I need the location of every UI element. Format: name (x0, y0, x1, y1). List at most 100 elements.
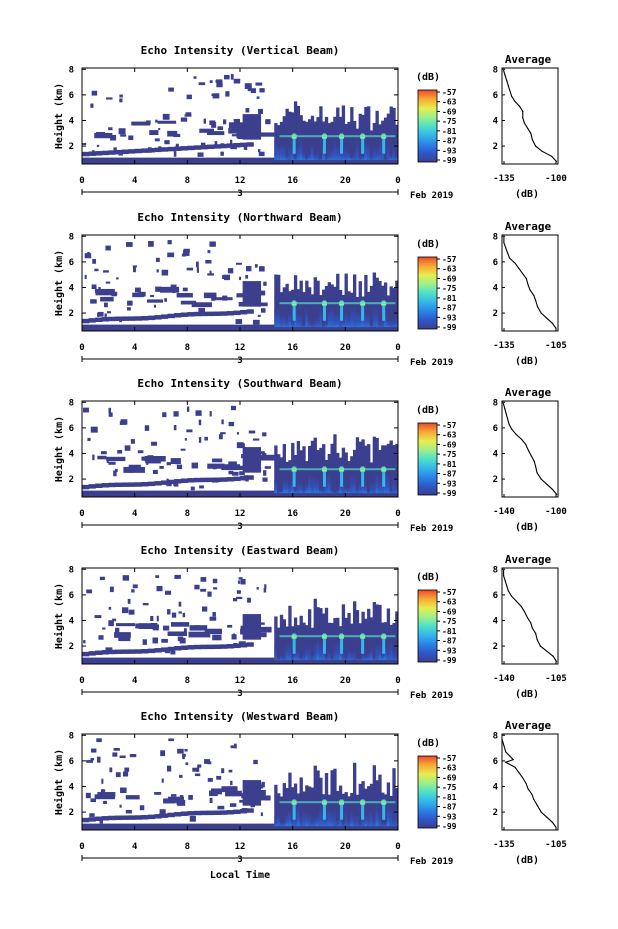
heatmap-cell (288, 643, 292, 661)
heatmap-cell (82, 318, 90, 324)
heatmap-cell (209, 241, 216, 247)
heatmap-cell (369, 617, 374, 664)
x-tick-label: 16 (287, 676, 298, 686)
x-tick-label: 12 (235, 343, 246, 353)
profile-frame (501, 234, 559, 332)
heatmap-cell (229, 139, 233, 145)
heatmap-cell (316, 814, 320, 827)
heatmap-cell (228, 421, 235, 427)
colorbar-tick-label: -63 (442, 764, 457, 773)
colorbar-tick-label: -99 (442, 489, 457, 498)
heatmap-cell (220, 432, 226, 435)
profile-point (529, 289, 531, 291)
heatmap-cell (141, 482, 149, 487)
heatmap-cell (125, 795, 140, 800)
heatmap-cell (225, 91, 230, 97)
heatmap-cell (319, 777, 323, 830)
heatmap-cell (98, 635, 104, 640)
heatmap-cell (90, 748, 97, 753)
heatmap-area (82, 73, 399, 164)
x-tick-label: 12 (235, 842, 246, 852)
profile-point (501, 738, 503, 740)
heatmap-cell (154, 814, 162, 819)
y-axis-label: Height (km) (53, 416, 65, 482)
heatmap-cell (327, 808, 331, 827)
heatmap-cell (375, 473, 379, 494)
profile-y-tick-label: 4 (493, 449, 499, 459)
heatmap-cell (299, 777, 303, 830)
heatmap-cell (279, 302, 396, 305)
colorbar-tick-label: -99 (442, 323, 457, 332)
date-label: Feb 2019 (410, 358, 453, 368)
heatmap-cell (305, 121, 309, 164)
heatmap-cell (369, 462, 374, 497)
profile-y-tick-label: 4 (493, 283, 499, 293)
heatmap-cell (171, 612, 177, 618)
heatmap-cell (305, 811, 309, 827)
heatmap-cell (333, 643, 337, 661)
heatmap-cell (252, 438, 260, 441)
heatmap-cell (209, 270, 212, 274)
heatmap-cell (170, 458, 181, 465)
y-tick-label: 6 (69, 424, 74, 434)
heatmap-cell (392, 813, 396, 827)
heatmap-cell (336, 452, 340, 497)
heatmap-cell (358, 113, 362, 164)
heatmap-cell (108, 461, 116, 465)
heatmap-cell (233, 743, 237, 749)
heatmap-cell (108, 606, 112, 610)
colorbar-tick-label: -99 (442, 656, 457, 665)
heatmap-cell (330, 443, 334, 497)
heatmap-cell (336, 314, 340, 328)
heatmap-cell (216, 81, 223, 88)
heatmap-cell (305, 483, 309, 494)
heatmap-cell (242, 447, 262, 473)
x-tick-label: 0 (395, 343, 400, 353)
heatmap-cell (212, 611, 216, 617)
heatmap-cell (226, 810, 235, 815)
heatmap-cell (222, 274, 225, 280)
heatmap-cell (282, 144, 286, 161)
heatmap-cell (186, 94, 192, 100)
heatmap-cell (327, 282, 331, 331)
heatmap-cell (292, 300, 296, 321)
y-tick-label: 2 (69, 808, 74, 818)
heatmap-cell (364, 618, 368, 664)
heatmap-cell (372, 602, 376, 664)
chart-panel: Echo Intensity (Eastward Beam) Height (km… (53, 544, 567, 701)
colorbar (417, 89, 438, 163)
heatmap-cell (200, 577, 207, 582)
heatmap-cell (307, 643, 312, 661)
heatmap-cell (310, 818, 315, 827)
heatmap-cell (121, 149, 129, 155)
heatmap-cell (101, 483, 109, 488)
profile-line (503, 570, 557, 662)
heatmap-cell (361, 633, 365, 654)
heatmap-cell (347, 817, 351, 827)
heatmap-cell (246, 265, 252, 272)
colorbar-tick-label: -57 (442, 754, 457, 763)
heatmap-cell (180, 448, 186, 451)
heatmap-cell (154, 648, 162, 653)
heatmap-cell (128, 149, 136, 154)
profile-point (521, 776, 524, 779)
heatmap-cell (141, 456, 147, 461)
heatmap-cell (344, 809, 348, 827)
profile-point (546, 650, 548, 652)
heatmap-cell (285, 283, 289, 331)
heatmap-cell (324, 810, 329, 827)
heatmap-cell (307, 475, 312, 494)
heatmap-cell (184, 438, 187, 441)
profile-line (502, 403, 558, 495)
heatmap-cell (310, 476, 315, 494)
profile-point (507, 590, 509, 592)
heatmap-cell (395, 808, 399, 827)
heatmap-cell (122, 771, 129, 777)
profile-title: Average (505, 220, 552, 233)
heatmap-cell (307, 445, 312, 497)
heatmap-cell (128, 815, 136, 820)
heatmap-cell (292, 799, 296, 820)
heatmap-cell (386, 319, 391, 328)
heatmap-cell (336, 641, 340, 661)
heatmap-cell (361, 799, 365, 820)
